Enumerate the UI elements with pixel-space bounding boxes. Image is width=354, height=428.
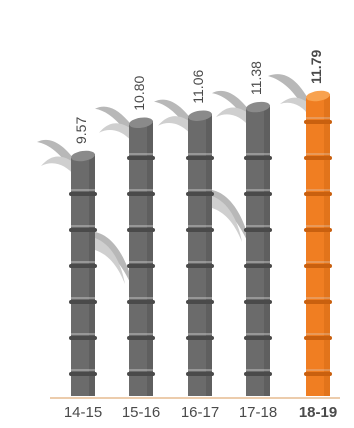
stalk-node (127, 156, 155, 160)
stalk-node (304, 264, 332, 268)
stalk-node (186, 192, 214, 196)
stalk-bar (306, 94, 330, 396)
stalk-shade (206, 115, 212, 396)
stalk-top (306, 90, 330, 102)
stalk-node (186, 372, 214, 376)
stalk-node (127, 336, 155, 340)
value-label: 9.57 (73, 117, 89, 144)
stalk-node (186, 300, 214, 304)
labels-layer: 9.57 14-15 10.80 15-16 11.06 16-17 11.38 17-18 1… (64, 50, 337, 421)
stalk-node (244, 300, 272, 304)
stalk-node (244, 228, 272, 232)
stalk-top (246, 101, 270, 113)
category-label: 17-18 (239, 404, 277, 421)
stalk-bar (188, 113, 212, 396)
stalk-shade (147, 122, 153, 396)
stalk-node (304, 120, 332, 124)
stalk-node (127, 372, 155, 376)
stalk-node (69, 192, 97, 196)
stalk-shade (89, 156, 95, 396)
stalk-shade (264, 107, 270, 396)
stalk-node (69, 336, 97, 340)
stalk-node (304, 192, 332, 196)
stalk-node (127, 192, 155, 196)
stalk-node (127, 300, 155, 304)
stalk-top (129, 117, 153, 128)
stalks-layer (69, 90, 332, 396)
stalk-node (69, 264, 97, 268)
leaf (95, 238, 125, 284)
stalk-node (304, 300, 332, 304)
category-label: 18-19 (299, 404, 337, 421)
stalk-shade (324, 96, 330, 396)
stalk-top (71, 150, 95, 162)
stalk-node (69, 228, 97, 232)
leaf (212, 196, 242, 242)
value-label: 11.38 (248, 61, 264, 95)
category-label: 15-16 (122, 404, 160, 421)
stalk-node (186, 228, 214, 232)
stalk-node (69, 300, 97, 304)
value-label: 11.79 (308, 50, 324, 84)
stalk-node (244, 264, 272, 268)
stalk-node (304, 372, 332, 376)
leaf (280, 97, 314, 116)
stalk-bar (71, 154, 95, 396)
category-label: 16-17 (181, 404, 219, 421)
stalk-top (188, 110, 212, 121)
stalk-node (186, 264, 214, 268)
stalk-node (244, 192, 272, 196)
stalk-node (244, 156, 272, 160)
stalk-node (69, 372, 97, 376)
stalk-node (127, 264, 155, 268)
stalk-node (186, 156, 214, 160)
stalk-node (304, 156, 332, 160)
stalk-node (304, 336, 332, 340)
stalk-node (186, 336, 214, 340)
category-label: 14-15 (64, 404, 102, 421)
stalk-bar (246, 105, 270, 396)
value-label: 11.06 (190, 70, 206, 104)
stalk-node (304, 228, 332, 232)
stalk-node (244, 372, 272, 376)
stalk-node (127, 228, 155, 232)
value-label: 10.80 (131, 76, 147, 111)
stalk-node (244, 336, 272, 340)
